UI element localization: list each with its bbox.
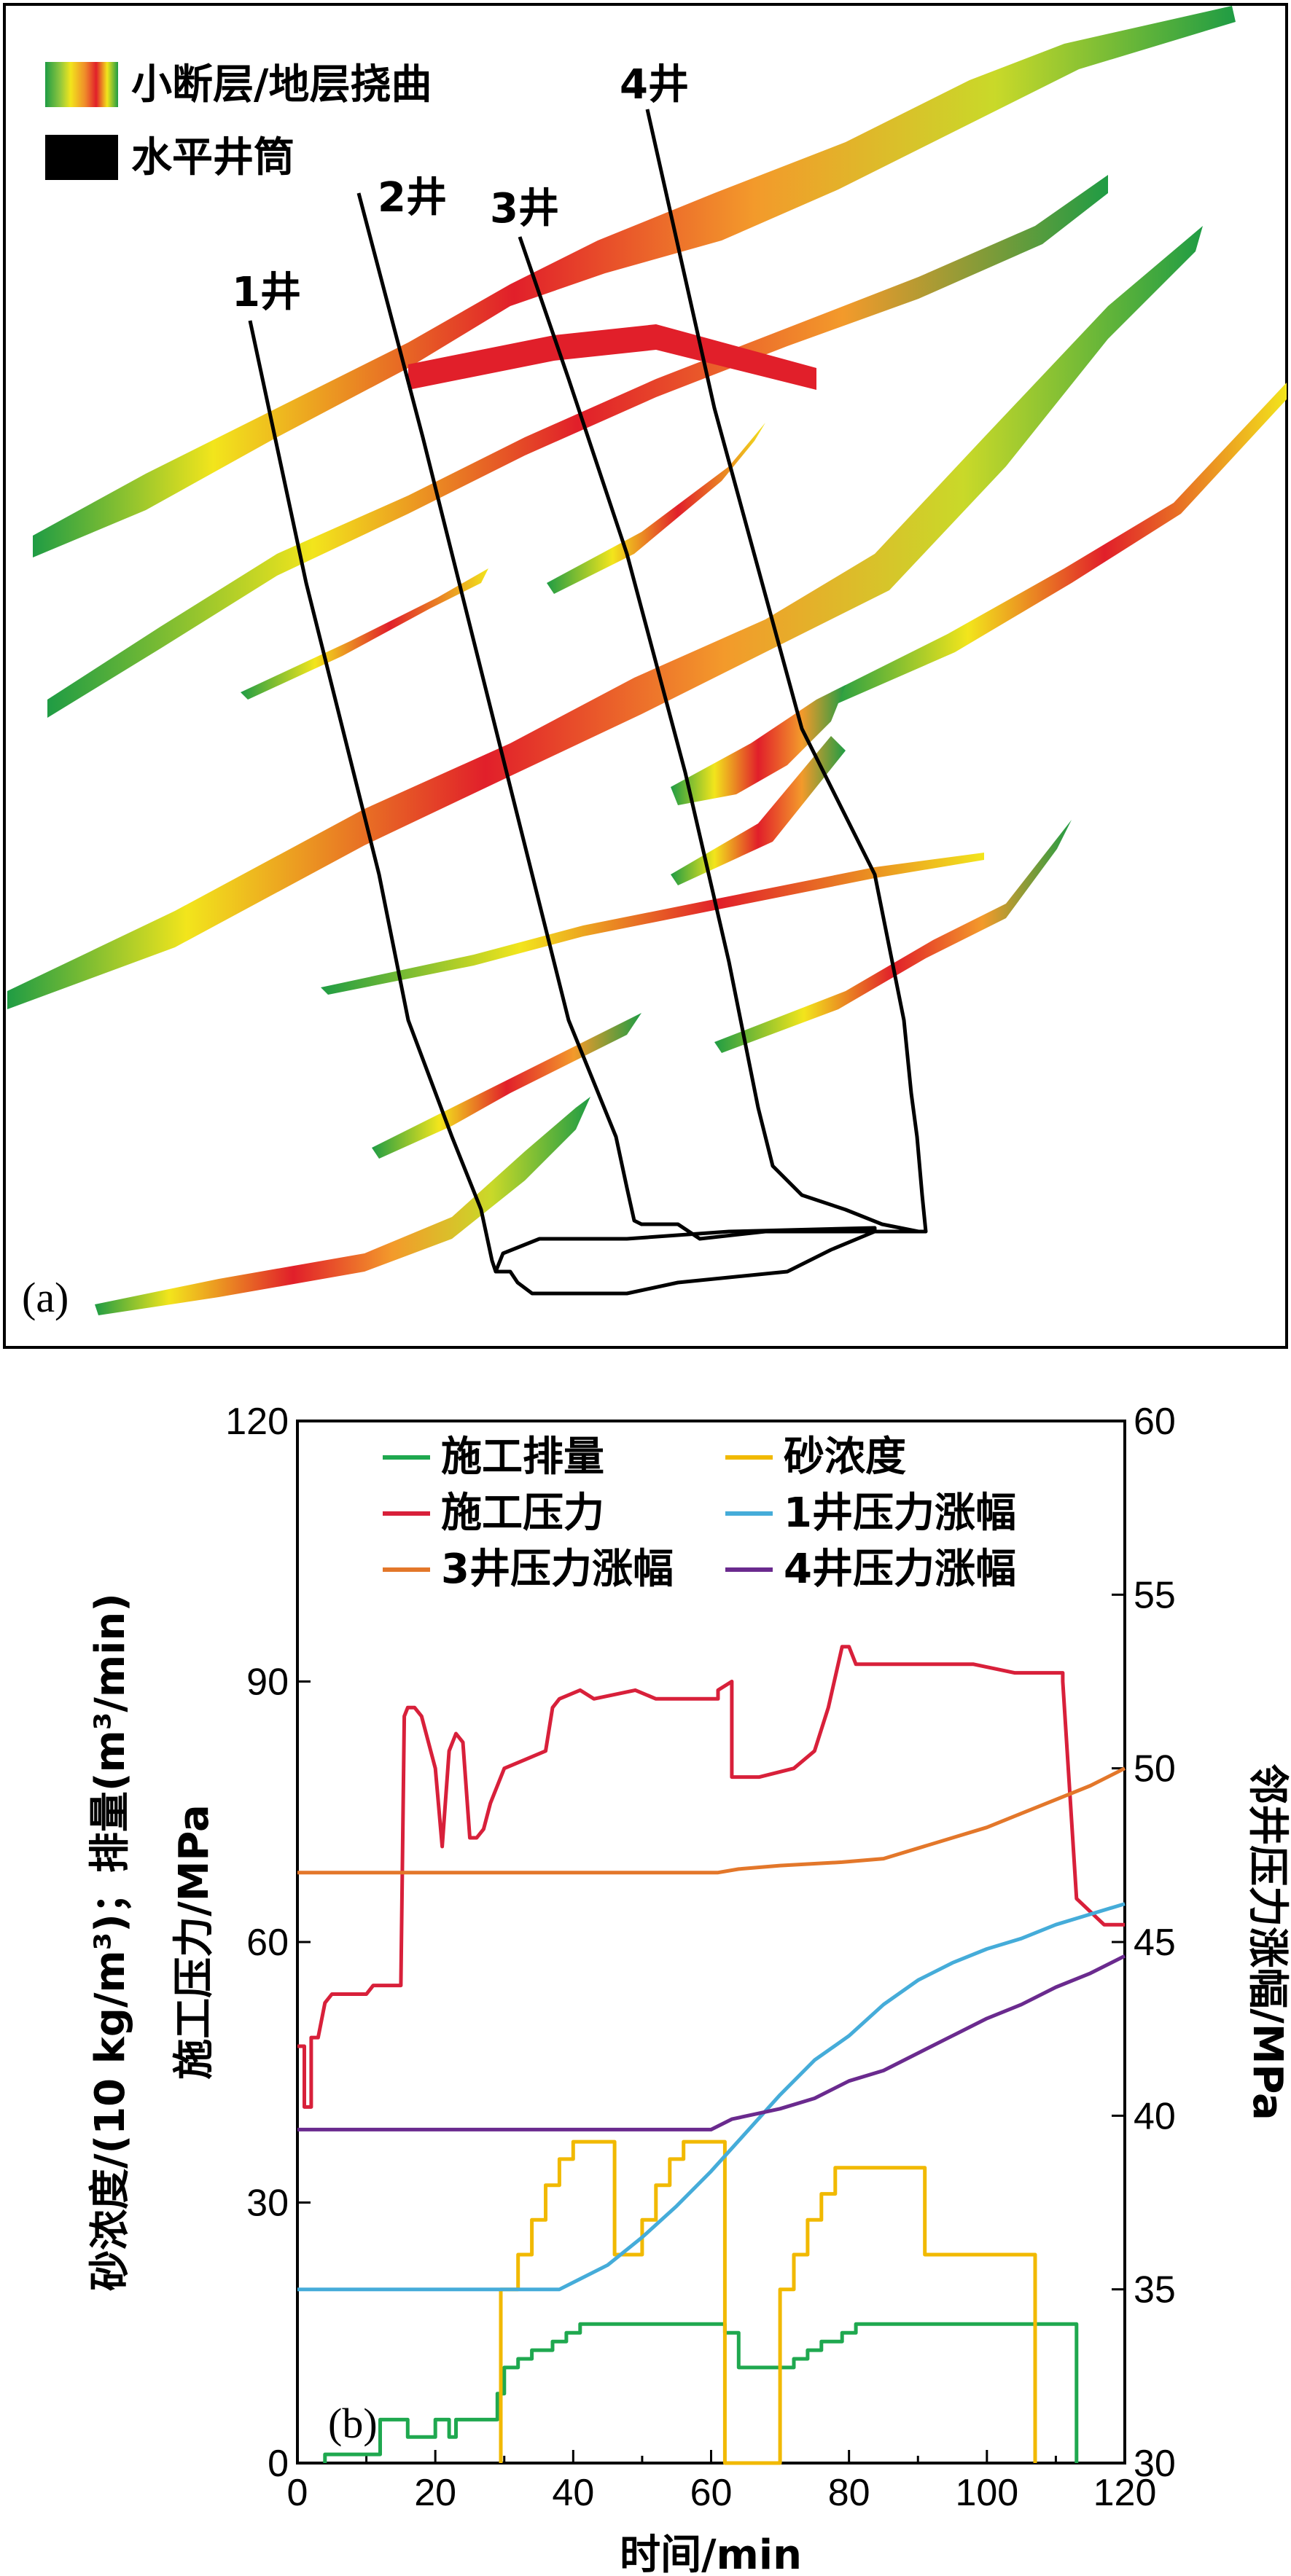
legend-swatch-fault [45,62,118,107]
y-left-tick-label: 30 [246,2182,289,2225]
wellbore-1 [248,320,877,1296]
well-label-2: 2井 [378,174,447,222]
fault-band [372,1013,641,1159]
y-right-axis-title: 邻井压力涨幅/MPa [1244,1763,1291,2121]
y-left-axis-title-line1: 砂浓度/(10 kg/m³)；排量(m³/min) [87,1593,134,2291]
legend-label-well1-pressure: 1井压力涨幅 [784,1489,1016,1537]
legend-label-wellbore: 水平井筒 [131,134,295,181]
legend-label-displacement: 施工排量 [441,1433,604,1481]
well-label-4: 4井 [620,61,689,109]
y-left-axis-title-line2: 施工压力/MPa [171,1804,218,2080]
fault-bands [7,6,1287,1315]
legend-label-well4-pressure: 4井压力涨幅 [784,1546,1016,1593]
y-left-tick-label: 90 [246,1661,289,1704]
wellbore-3 [518,236,919,1234]
series-line-3 [297,1902,1126,2292]
legend-label-sand-concentration: 砂浓度 [784,1433,906,1481]
fault-band [714,820,1072,1053]
fault-band [831,383,1287,703]
legend-label-fault: 小断层/地层挠曲 [131,61,432,109]
y-left-tick-label: 120 [225,1401,289,1443]
fault-band [671,736,846,885]
y-right-tick-label: 40 [1134,2095,1176,2137]
fault-band [95,1097,590,1315]
y-right-tick-label: 35 [1134,2269,1176,2311]
fault-band [671,685,846,805]
chart-series [297,1645,1126,2465]
x-tick-label: 0 [287,2472,308,2514]
fault-band [547,423,765,594]
series-line-2 [297,1645,1125,2109]
y-left-tick-label: 60 [246,1922,289,1964]
plot-frame [296,1420,1126,2465]
x-tick-label: 100 [955,2472,1018,2514]
fault-band [241,568,488,700]
wellbores [248,109,928,1296]
y-right-tick-label: 30 [1134,2443,1176,2485]
panel-a-tag: (a) [22,1274,69,1321]
fault-band [47,175,1108,718]
panel-b-tag: (b) [328,2400,378,2447]
chart-legend: 施工排量 砂浓度 施工压力 1井压力涨幅 3井压力涨幅 4井压力涨幅 [383,1433,1016,1593]
wellbore-2 [356,192,918,1241]
y-right-tick-label: 60 [1134,1401,1176,1443]
fault-band [321,853,984,995]
wellbore-4 [645,109,928,1234]
legend-label-treating-pressure: 施工压力 [441,1489,604,1537]
legend-swatch-wellbore [45,135,118,180]
series-line-5 [297,1954,1126,2131]
x-tick-label: 20 [414,2472,456,2514]
x-tick-label: 60 [690,2472,733,2514]
y-right-tick-label: 45 [1134,1922,1176,1964]
series-line-0 [323,2322,1079,2463]
well-label-1: 1井 [232,269,301,316]
panel-a-illustration: 小断层/地层挠曲 水平井筒 1井 2井 3井 4井 (a) [3,3,1288,1349]
x-tick-label: 120 [1093,2472,1157,2514]
x-axis-title: 时间/min [620,2532,802,2576]
y-right-tick-label: 50 [1134,1748,1176,1790]
x-tick-label: 80 [828,2472,870,2514]
legend-label-well3-pressure: 3井压力涨幅 [441,1546,674,1593]
x-tick-label: 40 [552,2472,594,2514]
fault-band [33,6,1236,557]
y-left-tick-label: 0 [268,2443,289,2485]
series-line-1 [499,2140,1037,2465]
series-line-4 [297,1766,1126,1875]
well-label-3: 3井 [490,185,559,232]
fault-band [408,324,816,390]
y-right-tick-label: 55 [1134,1574,1176,1616]
